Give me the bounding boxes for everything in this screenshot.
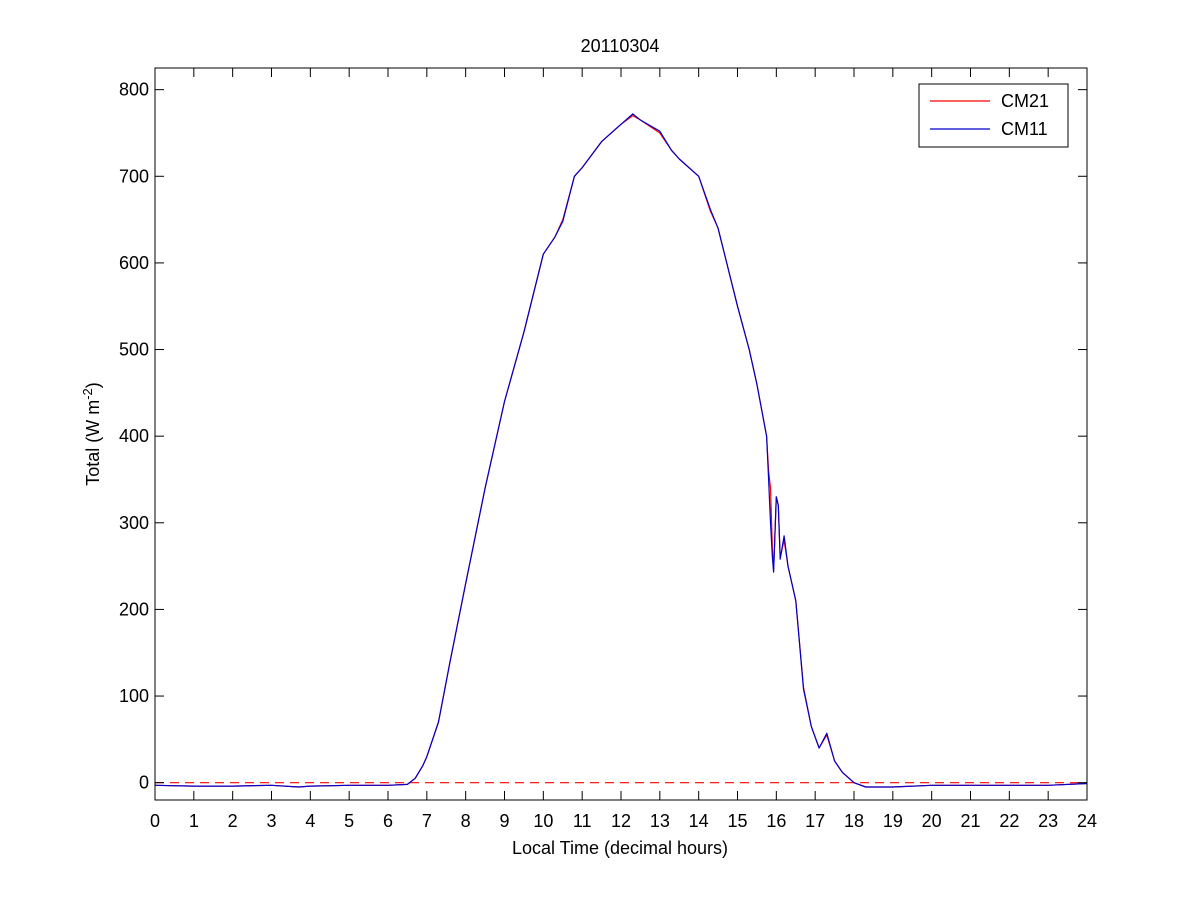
x-axis-label: Local Time (decimal hours) <box>512 838 728 858</box>
x-tick-label: 24 <box>1077 811 1097 831</box>
x-tick-label: 6 <box>383 811 393 831</box>
x-tick-label: 7 <box>422 811 432 831</box>
y-tick-label: 400 <box>119 426 149 446</box>
legend-box <box>918 83 1069 148</box>
y-axis-label-superscript: -2 <box>80 388 95 400</box>
x-tick-label: 8 <box>461 811 471 831</box>
x-tick-label: 9 <box>499 811 509 831</box>
x-tick-label: 23 <box>1038 811 1058 831</box>
legend: CM21 CM11 <box>918 83 1069 148</box>
y-axis: 0 100 200 300 400 500 600 700 800 <box>119 80 1087 793</box>
x-tick-label: 10 <box>533 811 553 831</box>
x-tick-label: 13 <box>650 811 670 831</box>
x-tick-label: 16 <box>766 811 786 831</box>
x-tick-label: 22 <box>999 811 1019 831</box>
x-tick-label: 3 <box>266 811 276 831</box>
y-tick-label: 800 <box>119 80 149 100</box>
legend-label-cm11: CM11 <box>1001 119 1048 139</box>
y-tick-label: 500 <box>119 340 149 360</box>
x-tick-label: 0 <box>150 811 160 831</box>
y-tick-label: 300 <box>119 513 149 533</box>
y-tick-label: 100 <box>119 686 149 706</box>
x-tick-label: 12 <box>611 811 631 831</box>
x-tick-label: 21 <box>960 811 980 831</box>
y-tick-label: 0 <box>139 773 149 793</box>
y-axis-label-close: ) <box>83 382 103 388</box>
x-tick-label: 11 <box>573 811 592 831</box>
x-tick-label: 17 <box>805 811 825 831</box>
legend-label-cm21: CM21 <box>1001 91 1049 111</box>
x-tick-label: 15 <box>727 811 747 831</box>
x-tick-label: 19 <box>883 811 903 831</box>
x-axis: 0 1 2 3 4 5 6 7 8 9 10 11 12 13 14 15 16 17 18 19 20 21 22 23 24 <box>150 68 1097 831</box>
x-tick-label: 5 <box>344 811 354 831</box>
x-tick-label: 18 <box>844 811 864 831</box>
x-tick-label: 2 <box>228 811 238 831</box>
plot-area-frame <box>154 67 1088 801</box>
chart-title: 20110304 <box>581 36 660 56</box>
y-axis-label-main: Total (W m <box>83 400 103 486</box>
y-tick-label: 600 <box>119 253 149 273</box>
x-tick-label: 14 <box>689 811 709 831</box>
x-tick-label: 4 <box>305 811 315 831</box>
y-tick-label: 200 <box>119 599 149 619</box>
x-tick-label: 20 <box>922 811 942 831</box>
y-tick-label: 700 <box>119 166 149 186</box>
y-axis-label: Total (W m-2) <box>80 382 104 486</box>
series-line-cm21 <box>154 114 1088 788</box>
x-tick-label: 1 <box>189 811 199 831</box>
series-line-cm11 <box>154 113 1088 788</box>
